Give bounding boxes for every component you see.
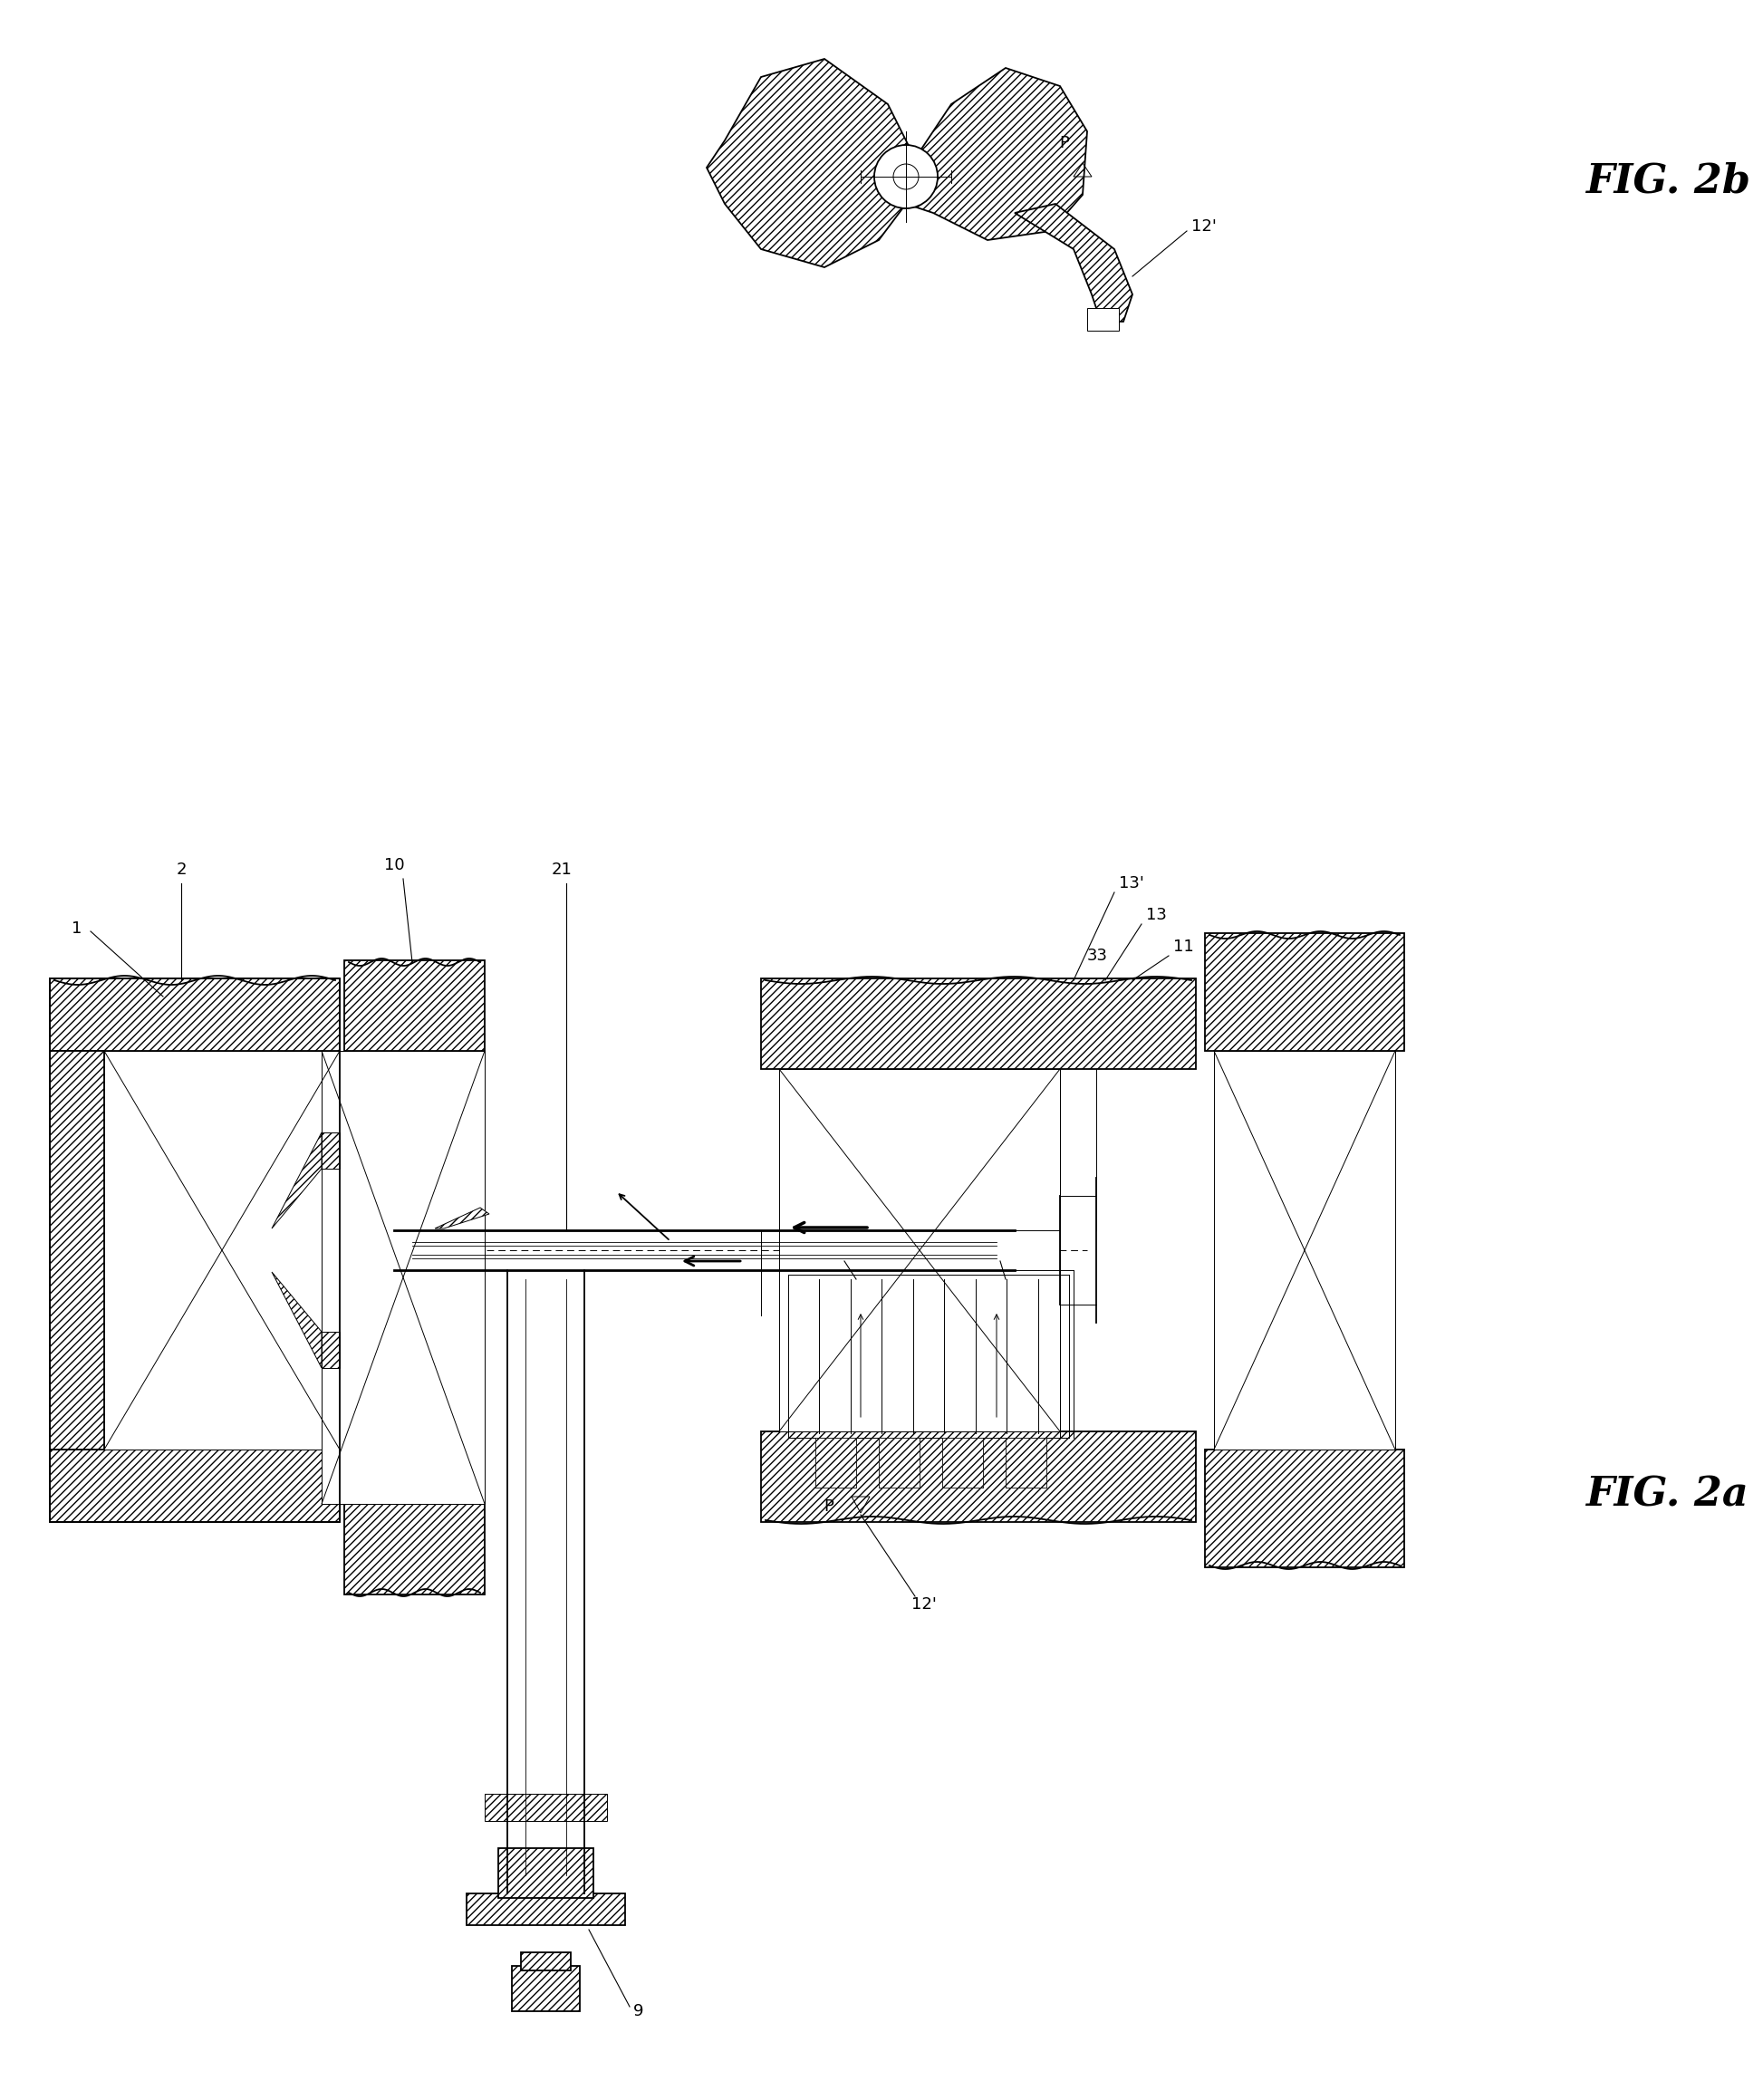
Bar <box>762 1432 1195 1522</box>
Bar <box>762 979 1195 1069</box>
Text: P: P <box>823 1499 834 1514</box>
Polygon shape <box>321 1132 340 1170</box>
Polygon shape <box>272 1132 321 1228</box>
Text: 1: 1 <box>71 920 81 937</box>
Polygon shape <box>435 1207 488 1228</box>
Bar <box>467 1894 626 1926</box>
Bar <box>941 1438 984 1487</box>
Text: 13': 13' <box>1120 876 1144 892</box>
Bar <box>878 1438 920 1487</box>
Bar <box>779 1069 1060 1432</box>
Bar <box>815 1438 857 1487</box>
Bar <box>49 1449 340 1522</box>
Bar <box>344 1504 485 1594</box>
Circle shape <box>874 145 938 208</box>
Polygon shape <box>707 59 915 267</box>
Bar <box>49 979 340 1050</box>
Text: 10: 10 <box>384 857 404 874</box>
Bar <box>1005 1438 1047 1487</box>
Bar <box>941 1438 984 1487</box>
Bar <box>49 1050 104 1449</box>
Text: 21: 21 <box>552 861 571 878</box>
Bar <box>1204 932 1405 1050</box>
Bar <box>321 1050 485 1504</box>
Bar <box>1005 1438 1047 1487</box>
Polygon shape <box>906 67 1088 239</box>
Bar <box>815 1438 857 1487</box>
Bar <box>1215 1050 1395 1449</box>
Text: 12': 12' <box>911 1596 936 1613</box>
Text: 2b: 2b <box>832 1247 850 1262</box>
Text: 2b: 2b <box>987 1247 1005 1262</box>
Text: FIG. 2a: FIG. 2a <box>1585 1476 1749 1514</box>
Text: P: P <box>1060 134 1070 151</box>
Bar <box>520 1953 571 1970</box>
Bar <box>1088 309 1120 330</box>
Text: 33: 33 <box>1088 947 1107 964</box>
Bar <box>485 1793 606 1821</box>
Polygon shape <box>1015 204 1132 321</box>
Text: 12': 12' <box>1192 218 1216 235</box>
Bar <box>104 1050 340 1449</box>
Bar <box>499 1848 594 1898</box>
Bar <box>511 1966 580 2012</box>
Polygon shape <box>321 1331 340 1367</box>
Polygon shape <box>272 1273 321 1367</box>
Bar <box>1204 1449 1405 1567</box>
Text: 2: 2 <box>176 861 187 878</box>
Circle shape <box>894 164 919 189</box>
Text: 11: 11 <box>1172 939 1194 956</box>
Text: 9: 9 <box>633 2003 643 2020</box>
Bar <box>878 1438 920 1487</box>
Bar <box>344 960 485 1050</box>
Text: FIG. 2b: FIG. 2b <box>1585 162 1751 202</box>
Text: 13: 13 <box>1146 907 1167 924</box>
